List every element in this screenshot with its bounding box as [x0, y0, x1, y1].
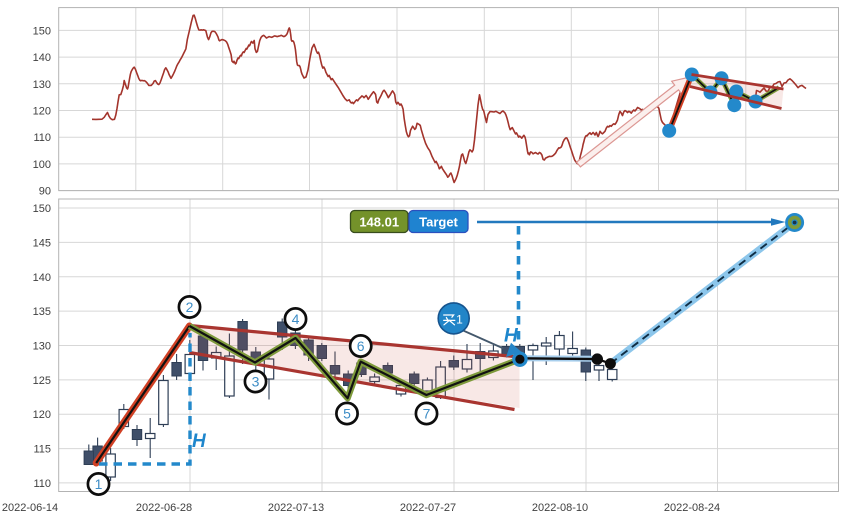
- svg-text:6: 6: [357, 338, 365, 354]
- svg-text:110: 110: [33, 478, 51, 490]
- svg-text:H: H: [192, 431, 207, 452]
- svg-text:Target: Target: [419, 215, 458, 230]
- svg-text:145: 145: [33, 237, 51, 249]
- svg-text:130: 130: [33, 79, 51, 91]
- svg-text:4: 4: [292, 311, 300, 327]
- svg-text:2022-07-27: 2022-07-27: [400, 502, 456, 514]
- svg-text:140: 140: [33, 52, 51, 64]
- svg-text:150: 150: [33, 203, 51, 215]
- svg-text:2022-08-24: 2022-08-24: [664, 502, 720, 514]
- svg-text:115: 115: [33, 444, 51, 456]
- svg-text:120: 120: [33, 409, 51, 421]
- svg-text:90: 90: [39, 186, 51, 198]
- svg-text:140: 140: [33, 272, 51, 284]
- svg-text:3: 3: [252, 374, 260, 390]
- svg-text:130: 130: [33, 341, 51, 353]
- svg-text:120: 120: [33, 106, 51, 118]
- svg-text:2: 2: [186, 299, 194, 315]
- svg-text:110: 110: [33, 132, 51, 144]
- svg-text:2022-06-28: 2022-06-28: [136, 502, 192, 514]
- svg-text:5: 5: [343, 406, 351, 422]
- svg-text:1: 1: [95, 476, 103, 492]
- svg-text:150: 150: [33, 25, 51, 37]
- svg-text:135: 135: [33, 306, 51, 318]
- svg-text:H: H: [504, 326, 519, 347]
- svg-text:1: 1: [456, 313, 463, 327]
- svg-text:125: 125: [33, 375, 51, 387]
- svg-text:2022-08-10: 2022-08-10: [532, 502, 588, 514]
- svg-text:2022-07-13: 2022-07-13: [268, 502, 324, 514]
- svg-text:100: 100: [33, 159, 51, 171]
- svg-text:7: 7: [423, 406, 431, 422]
- svg-text:2022-06-14: 2022-06-14: [2, 502, 58, 514]
- svg-text:148.01: 148.01: [359, 215, 399, 230]
